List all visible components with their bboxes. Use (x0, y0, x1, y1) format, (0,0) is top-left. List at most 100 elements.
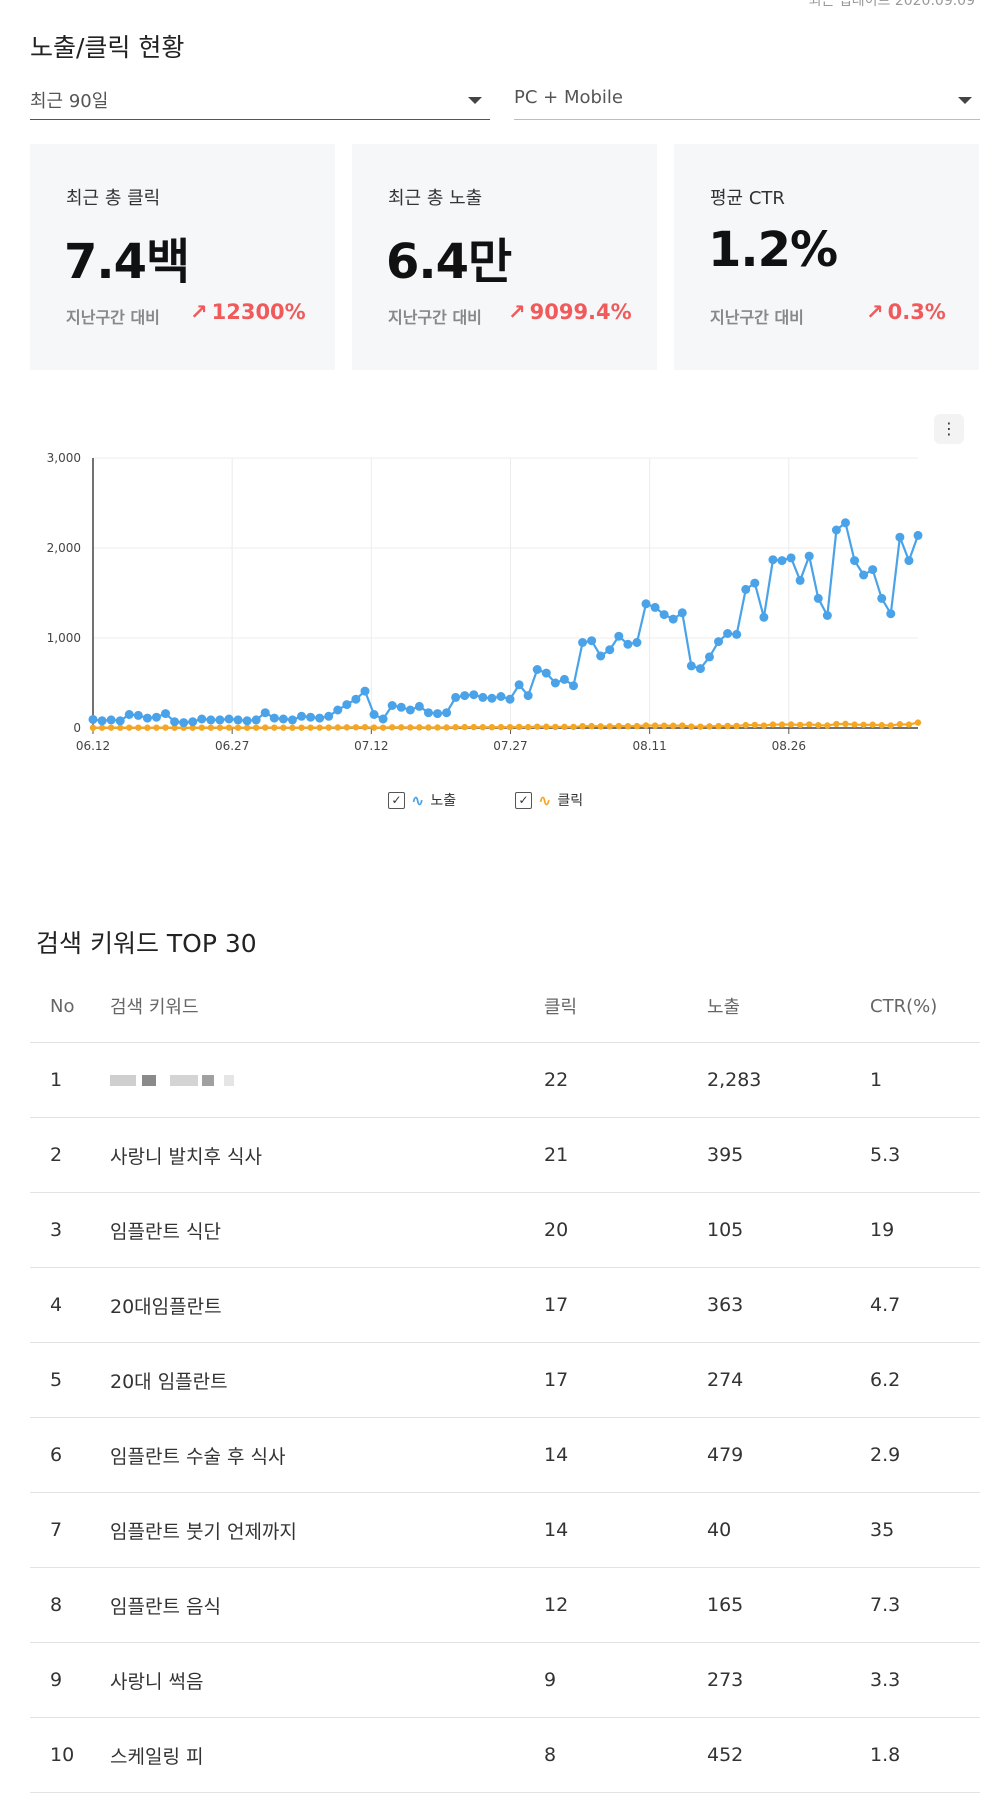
legend-item-impressions[interactable]: ✓ ∿ 노출 (388, 790, 456, 810)
redacted-block (214, 1075, 224, 1086)
data-point-clicks (642, 722, 650, 729)
series-line-clicks (93, 721, 919, 729)
data-point-clicks (461, 723, 468, 731)
data-point-impressions (269, 713, 279, 723)
data-point-impressions (106, 715, 116, 725)
data-point-impressions (541, 668, 551, 678)
data-point-clicks (497, 723, 505, 731)
data-point-impressions (478, 692, 488, 702)
stat-change-value: 9099.4% (529, 300, 632, 324)
data-point-impressions (297, 711, 307, 721)
header-ctr: CTR(%) (869, 970, 980, 1043)
data-point-clicks (470, 723, 477, 731)
data-point-impressions (333, 705, 343, 715)
data-point-clicks (334, 724, 341, 731)
data-point-impressions (850, 556, 860, 566)
stat-value: 6.4만 (386, 234, 512, 290)
data-point-clicks (262, 724, 269, 731)
data-point-impressions (750, 578, 760, 588)
data-point-clicks (171, 724, 178, 731)
data-point-clicks (126, 724, 133, 731)
data-point-impressions (233, 715, 243, 725)
last-update-note: 최근 업데이트 2020.09.09 (808, 0, 975, 9)
data-point-clicks (361, 723, 369, 731)
data-point-clicks (651, 722, 659, 729)
table-row: 3 임플란트 식단 20 105 19 (30, 1192, 980, 1268)
data-point-impressions (568, 681, 578, 691)
cell-ctr: 7.3 (869, 1567, 980, 1643)
data-point-clicks (153, 724, 160, 731)
cell-no: 2 (30, 1117, 109, 1193)
data-point-impressions (550, 678, 560, 688)
data-point-clicks (742, 721, 749, 729)
stat-card-impressions: 최근 총 노출 6.4만 지난구간 대비 ↗ 9099.4% (352, 144, 657, 370)
cell-no: 3 (30, 1192, 109, 1268)
data-point-clicks (252, 724, 260, 731)
cell-keyword: 임플란트 음식 (109, 1567, 543, 1643)
data-point-impressions (795, 575, 805, 585)
data-point-clicks (851, 721, 858, 728)
data-point-clicks (416, 724, 423, 731)
stat-card-clicks: 최근 총 클릭 7.4백 지난구간 대비 ↗ 12300% (30, 144, 335, 370)
cell-clicks: 14 (543, 1417, 706, 1493)
data-point-clicks (697, 723, 704, 730)
cell-impressions: 105 (706, 1192, 869, 1268)
table-row: 10 스케일링 피 8 452 1.8 (30, 1717, 980, 1793)
data-point-clicks (824, 722, 831, 729)
data-point-clicks (597, 723, 604, 730)
period-select[interactable]: 최근 90일 (30, 82, 490, 120)
y-tick-label: 2,000 (47, 541, 81, 555)
table-row: 8 임플란트 음식 12 165 7.3 (30, 1567, 980, 1643)
chart-menu-button[interactable]: ⋮ (934, 414, 964, 444)
data-point-impressions (423, 708, 433, 718)
data-point-clicks (234, 724, 242, 731)
data-point-clicks (107, 724, 115, 731)
data-point-clicks (878, 722, 885, 729)
checkbox-checked-icon[interactable]: ✓ (388, 791, 405, 809)
cell-ctr: 35 (869, 1492, 980, 1568)
data-point-clicks (98, 724, 106, 731)
cell-keyword: 스케일링 피 (109, 1717, 543, 1793)
legend-item-clicks[interactable]: ✓ ∿ 클릭 (515, 790, 583, 810)
device-select[interactable]: PC + Mobile (514, 82, 980, 120)
chevron-down-icon (958, 97, 972, 104)
cell-clicks: 12 (543, 1567, 706, 1643)
checkbox-checked-icon[interactable]: ✓ (515, 791, 532, 809)
legend-label: 클릭 (557, 793, 584, 809)
cell-impressions: 395 (706, 1117, 869, 1193)
data-point-impressions (559, 674, 569, 684)
data-point-impressions (714, 637, 724, 647)
data-point-impressions (668, 614, 678, 624)
cell-ctr: 4.7 (869, 1267, 980, 1343)
data-point-impressions (442, 708, 452, 718)
data-point-impressions (97, 716, 107, 726)
data-point-clicks (189, 724, 196, 731)
data-point-clicks (316, 724, 323, 731)
arrow-up-right-icon: ↗ (190, 300, 208, 324)
data-point-impressions (786, 553, 796, 563)
data-point-impressions (514, 680, 524, 690)
data-point-clicks (352, 724, 360, 731)
data-point-clicks (398, 724, 405, 731)
header-keyword: 검색 키워드 (109, 970, 543, 1043)
data-point-impressions (913, 530, 923, 540)
data-point-impressions (251, 715, 261, 725)
arrow-up-right-icon: ↗ (508, 300, 526, 324)
data-point-impressions (115, 716, 125, 726)
data-point-clicks (271, 724, 278, 731)
cell-impressions: 273 (706, 1642, 869, 1718)
data-point-clicks (289, 724, 296, 731)
data-point-clicks (506, 723, 514, 731)
redacted-block (156, 1075, 170, 1086)
data-point-impressions (369, 710, 379, 719)
data-point-impressions (433, 709, 443, 719)
data-point-clicks (488, 723, 496, 731)
data-point-impressions (133, 710, 143, 720)
data-point-clicks (89, 724, 97, 731)
data-point-impressions (532, 665, 542, 674)
cell-ctr: 1 (869, 1042, 980, 1118)
data-point-impressions (723, 629, 733, 638)
data-point-clicks (479, 723, 487, 731)
data-point-impressions (460, 691, 470, 701)
x-tick-label: 07.27 (493, 739, 527, 753)
